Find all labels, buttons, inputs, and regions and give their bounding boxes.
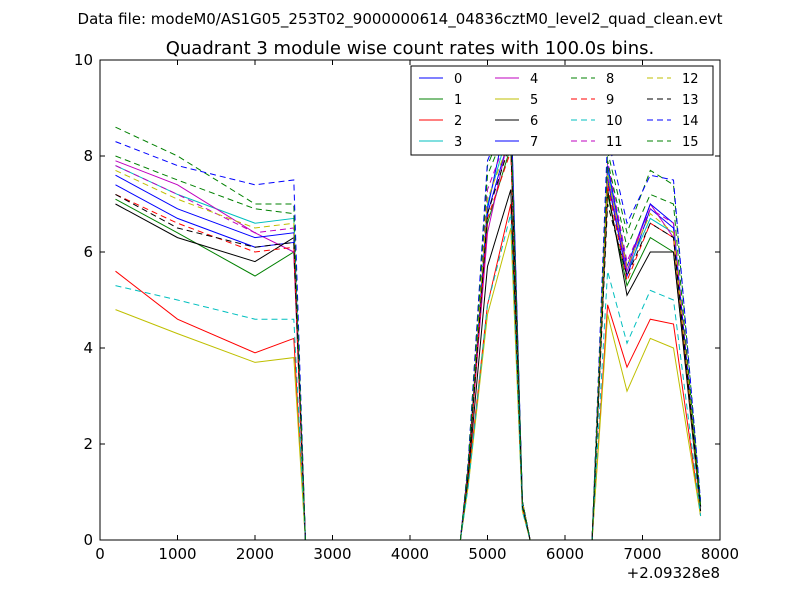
series-line-2	[115, 203, 702, 541]
legend-label-3: 3	[454, 135, 462, 150]
legend-label-15: 15	[682, 135, 699, 150]
y-tick-label: 6	[83, 243, 93, 261]
y-tick-label: 4	[83, 339, 93, 357]
x-tick-label: 4000	[391, 545, 429, 563]
legend-frame	[410, 65, 714, 156]
x-tick-label: 1000	[158, 545, 196, 563]
series-line-8	[115, 107, 702, 541]
legend-label-8: 8	[606, 72, 614, 87]
legend-label-6: 6	[530, 114, 538, 129]
legend-label-11: 11	[606, 135, 623, 150]
x-offset-label: +2.09328e8	[627, 564, 720, 582]
series-line-6	[115, 189, 702, 541]
series-line-11	[115, 127, 702, 541]
series-line-9	[115, 151, 702, 541]
legend-label-13: 13	[682, 93, 699, 108]
y-tick-label: 8	[83, 147, 93, 165]
series-layer	[115, 98, 702, 541]
x-tick-label: 7000	[623, 545, 661, 563]
legend-label-12: 12	[682, 72, 699, 87]
x-tick-label: 0	[95, 545, 105, 563]
series-line-15	[115, 117, 702, 541]
x-tick-label: 5000	[468, 545, 506, 563]
legend-label-4: 4	[530, 72, 538, 87]
x-tick-label: 2000	[236, 545, 274, 563]
y-tick-label: 0	[83, 531, 93, 549]
x-tick-label: 6000	[546, 545, 584, 563]
series-line-10	[115, 213, 702, 541]
legend-label-2: 2	[454, 114, 462, 129]
y-tick-label: 10	[74, 51, 93, 69]
legend-label-0: 0	[454, 72, 462, 87]
chart-suptitle: Data file: modeM0/AS1G05_253T02_90000006…	[78, 10, 723, 29]
series-line-7	[115, 98, 702, 541]
legend-label-10: 10	[606, 114, 623, 129]
legend-label-7: 7	[530, 135, 538, 150]
legend-label-5: 5	[530, 93, 538, 108]
legend-label-9: 9	[606, 93, 614, 108]
x-tick-label: 3000	[313, 545, 351, 563]
series-line-5	[115, 227, 702, 541]
y-tick-label: 2	[83, 435, 93, 453]
series-line-3	[115, 122, 702, 541]
x-tick-label: 8000	[701, 545, 739, 563]
legend-label-14: 14	[682, 114, 699, 129]
chart-title: Quadrant 3 module wise count rates with …	[166, 38, 655, 59]
legend-label-1: 1	[454, 93, 462, 108]
